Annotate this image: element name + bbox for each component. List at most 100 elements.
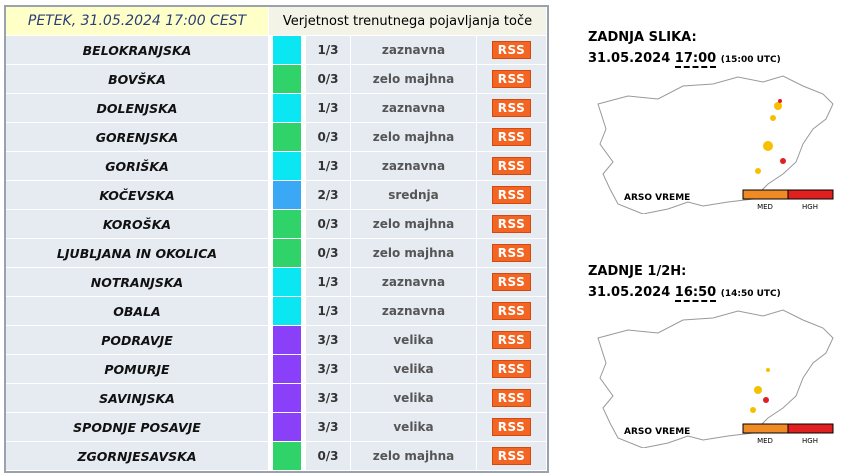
description: velika bbox=[351, 413, 477, 441]
table-row: SAVINJSKA 3/3 velika RSS bbox=[6, 384, 547, 413]
table-row: POMURJE 3/3 velika RSS bbox=[6, 355, 547, 384]
rss-link[interactable]: RSS bbox=[491, 244, 532, 262]
date: 31.05.2024 bbox=[588, 285, 671, 300]
level-swatch bbox=[273, 123, 302, 151]
description: zaznavna bbox=[351, 94, 477, 122]
rss-cell: RSS bbox=[477, 181, 547, 209]
legend-label: MED bbox=[757, 437, 773, 445]
table-row: PODRAVJE 3/3 velika RSS bbox=[6, 326, 547, 355]
level-swatch bbox=[273, 181, 302, 209]
region: LJUBLJANA IN OKOLICA bbox=[6, 239, 269, 267]
echo bbox=[754, 386, 762, 394]
utc: (14:50 UTC) bbox=[720, 289, 781, 299]
rss-cell: RSS bbox=[477, 152, 547, 180]
legend-bar bbox=[787, 423, 834, 434]
description: zelo majhna bbox=[351, 239, 477, 267]
table-row: OBALA 1/3 zaznavna RSS bbox=[6, 297, 547, 326]
echo bbox=[750, 407, 756, 413]
description: velika bbox=[351, 355, 477, 383]
rss-link[interactable]: RSS bbox=[491, 273, 532, 291]
description: srednja bbox=[351, 181, 477, 209]
description: velika bbox=[351, 384, 477, 412]
rss-link[interactable]: RSS bbox=[491, 447, 532, 465]
level-swatch bbox=[273, 152, 302, 180]
radar-panel: ZADNJA SLIKA: 31.05.2024 17:00 (15:00 UTC… bbox=[588, 30, 838, 218]
region: PODRAVJE bbox=[6, 326, 269, 354]
echo bbox=[763, 141, 773, 151]
level: 3/3 bbox=[306, 326, 351, 354]
region: SAVINJSKA bbox=[6, 384, 269, 412]
level-swatch bbox=[273, 297, 302, 325]
rss-cell: RSS bbox=[477, 239, 547, 267]
region: POMURJE bbox=[6, 355, 269, 383]
legend-label: HGH bbox=[802, 203, 818, 211]
description: zaznavna bbox=[351, 268, 477, 296]
map-title: ZADNJE 1/2H: bbox=[588, 264, 687, 279]
region: BOVŠKA bbox=[6, 65, 269, 93]
table-header: PETEK, 31.05.2024 17:00 CEST Verjetnost … bbox=[6, 7, 547, 36]
region: BELOKRANJSKA bbox=[6, 36, 269, 64]
radar-map: ARSO VREME MED HGH bbox=[597, 75, 834, 215]
rss-link[interactable]: RSS bbox=[491, 128, 532, 146]
level: 3/3 bbox=[306, 355, 351, 383]
level: 1/3 bbox=[306, 268, 351, 296]
rss-link[interactable]: RSS bbox=[491, 99, 532, 117]
rss-cell: RSS bbox=[477, 94, 547, 122]
region: NOTRANJSKA bbox=[6, 268, 269, 296]
legend-bar bbox=[742, 423, 789, 434]
table-row: NOTRANJSKA 1/3 zaznavna RSS bbox=[6, 268, 547, 297]
time: 16:50 bbox=[674, 285, 717, 302]
utc: (15:00 UTC) bbox=[720, 55, 781, 65]
time: 17:00 bbox=[674, 51, 717, 68]
radar-map: ARSO VREME MED HGH bbox=[597, 309, 834, 449]
table-row: KOČEVSKA 2/3 srednja RSS bbox=[6, 181, 547, 210]
echo bbox=[778, 99, 782, 103]
level-swatch bbox=[273, 36, 302, 64]
table-row: KOROŠKA 0/3 zelo majhna RSS bbox=[6, 210, 547, 239]
table-row: BELOKRANJSKA 1/3 zaznavna RSS bbox=[6, 36, 547, 65]
rss-link[interactable]: RSS bbox=[491, 215, 532, 233]
level: 0/3 bbox=[306, 65, 351, 93]
date: 31.05.2024 bbox=[588, 51, 671, 66]
rss-link[interactable]: RSS bbox=[491, 157, 532, 175]
description: velika bbox=[351, 326, 477, 354]
radar-panel: ZADNJE 1/2H: 31.05.2024 16:50 (14:50 UTC)… bbox=[588, 264, 838, 452]
region: ZGORNJESAVSKA bbox=[6, 442, 269, 470]
rss-cell: RSS bbox=[477, 384, 547, 412]
level: 1/3 bbox=[306, 36, 351, 64]
date-header: PETEK, 31.05.2024 17:00 CEST bbox=[6, 7, 269, 35]
rss-cell: RSS bbox=[477, 326, 547, 354]
level-swatch bbox=[273, 210, 302, 238]
legend-bar bbox=[742, 189, 789, 200]
title-header: Verjetnost trenutnega pojavljanja toče bbox=[269, 7, 547, 35]
level: 3/3 bbox=[306, 413, 351, 441]
description: zaznavna bbox=[351, 36, 477, 64]
rss-link[interactable]: RSS bbox=[491, 360, 532, 378]
level-swatch bbox=[273, 326, 302, 354]
level: 1/3 bbox=[306, 152, 351, 180]
legend-bar bbox=[787, 189, 834, 200]
logo: ARSO VREME bbox=[624, 427, 690, 437]
region: SPODNJE POSAVJE bbox=[6, 413, 269, 441]
rss-link[interactable]: RSS bbox=[491, 302, 532, 320]
level: 0/3 bbox=[306, 123, 351, 151]
country-outline bbox=[597, 309, 834, 449]
rss-cell: RSS bbox=[477, 413, 547, 441]
legend-label: HGH bbox=[802, 437, 818, 445]
rss-cell: RSS bbox=[477, 442, 547, 470]
level: 2/3 bbox=[306, 181, 351, 209]
rss-link[interactable]: RSS bbox=[491, 41, 532, 59]
echo bbox=[770, 115, 776, 121]
map-title: ZADNJA SLIKA: bbox=[588, 30, 697, 45]
rss-link[interactable]: RSS bbox=[491, 331, 532, 349]
rss-link[interactable]: RSS bbox=[491, 389, 532, 407]
rss-link[interactable]: RSS bbox=[491, 418, 532, 436]
table-row: GORENJSKA 0/3 zelo majhna RSS bbox=[6, 123, 547, 152]
rss-link[interactable]: RSS bbox=[491, 186, 532, 204]
rss-cell: RSS bbox=[477, 210, 547, 238]
level-swatch bbox=[273, 442, 302, 470]
table-row: LJUBLJANA IN OKOLICA 0/3 zelo majhna RSS bbox=[6, 239, 547, 268]
echo bbox=[763, 397, 769, 403]
rss-link[interactable]: RSS bbox=[491, 70, 532, 88]
echo bbox=[766, 368, 770, 372]
